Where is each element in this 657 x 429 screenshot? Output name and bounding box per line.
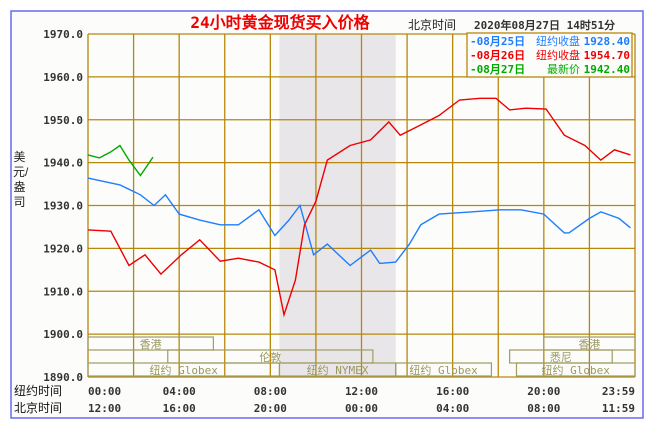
- x-tick-label: 04:00: [436, 402, 469, 415]
- session-label: 香港: [578, 338, 600, 351]
- session-bar: [87, 336, 214, 351]
- y-tick-label: 1890.0: [43, 371, 83, 384]
- x-tick-label: 12:00: [88, 402, 121, 415]
- legend-date: -08月27日: [470, 63, 525, 76]
- chart-title: 24小时黄金现货买入价格: [190, 13, 370, 32]
- legend-value: 1942.40: [584, 63, 630, 76]
- y-tick-label: 1910.0: [43, 285, 83, 298]
- legend-value: 1928.40: [584, 35, 630, 48]
- y-tick-label: 1900.0: [43, 328, 83, 341]
- x-tick-label: 20:00: [527, 385, 560, 398]
- session-label: 纽约 Globex: [150, 363, 219, 377]
- series-line-1: [87, 97, 631, 318]
- x-tick-label: 12:00: [345, 385, 378, 398]
- x-tick-label: 00:00: [345, 402, 378, 415]
- y-tick-label: 1930.0: [43, 200, 83, 213]
- series-line-2: [87, 144, 154, 177]
- x-tick-label: 08:00: [254, 385, 287, 398]
- session-bar: [395, 362, 493, 377]
- y-tick-label: 1950.0: [43, 114, 83, 127]
- x-tick-label: 11:59: [602, 402, 635, 415]
- series-line-0: [87, 177, 631, 267]
- session-label: 香港: [140, 338, 162, 351]
- x-tick-label: 08:00: [527, 402, 560, 415]
- x-row-label: 纽约时间: [14, 383, 62, 398]
- session-label: 纽约 NYMEX: [307, 363, 369, 377]
- legend-kind: 纽约收盘: [536, 48, 580, 62]
- session-label: 纽约 Globex: [409, 363, 478, 377]
- timestamp: 2020年08月27日 14时51分: [474, 18, 615, 32]
- legend-box: [466, 32, 633, 78]
- session-bar: [515, 362, 636, 377]
- legend-date: -08月26日: [470, 49, 525, 62]
- legend-kind: 最新价: [547, 62, 580, 76]
- session-label: 纽约 Globex: [542, 363, 611, 377]
- y-tick-label: 1920.0: [43, 242, 83, 255]
- x-tick-label: 16:00: [436, 385, 469, 398]
- x-tick-label: 23:59: [602, 385, 635, 398]
- x-tick-label: 00:00: [88, 385, 121, 398]
- x-tick-label: 04:00: [163, 385, 196, 398]
- y-tick-label: 1960.0: [43, 71, 83, 84]
- x-tick-label: 20:00: [254, 402, 287, 415]
- x-row-label: 北京时间: [14, 401, 62, 415]
- legend-kind: 纽约收盘: [536, 34, 580, 48]
- session-label: 伦敦: [259, 350, 281, 364]
- legend-date: -08月25日: [470, 35, 525, 48]
- y-axis-label: 美元/盎司: [13, 150, 29, 209]
- y-tick-label: 1940.0: [43, 157, 83, 170]
- x-tick-label: 16:00: [163, 402, 196, 415]
- legend-value: 1954.70: [584, 49, 630, 62]
- timestamp-label: 北京时间: [408, 18, 456, 32]
- y-tick-label: 1970.0: [43, 28, 83, 41]
- session-label: 悉尼: [550, 351, 572, 364]
